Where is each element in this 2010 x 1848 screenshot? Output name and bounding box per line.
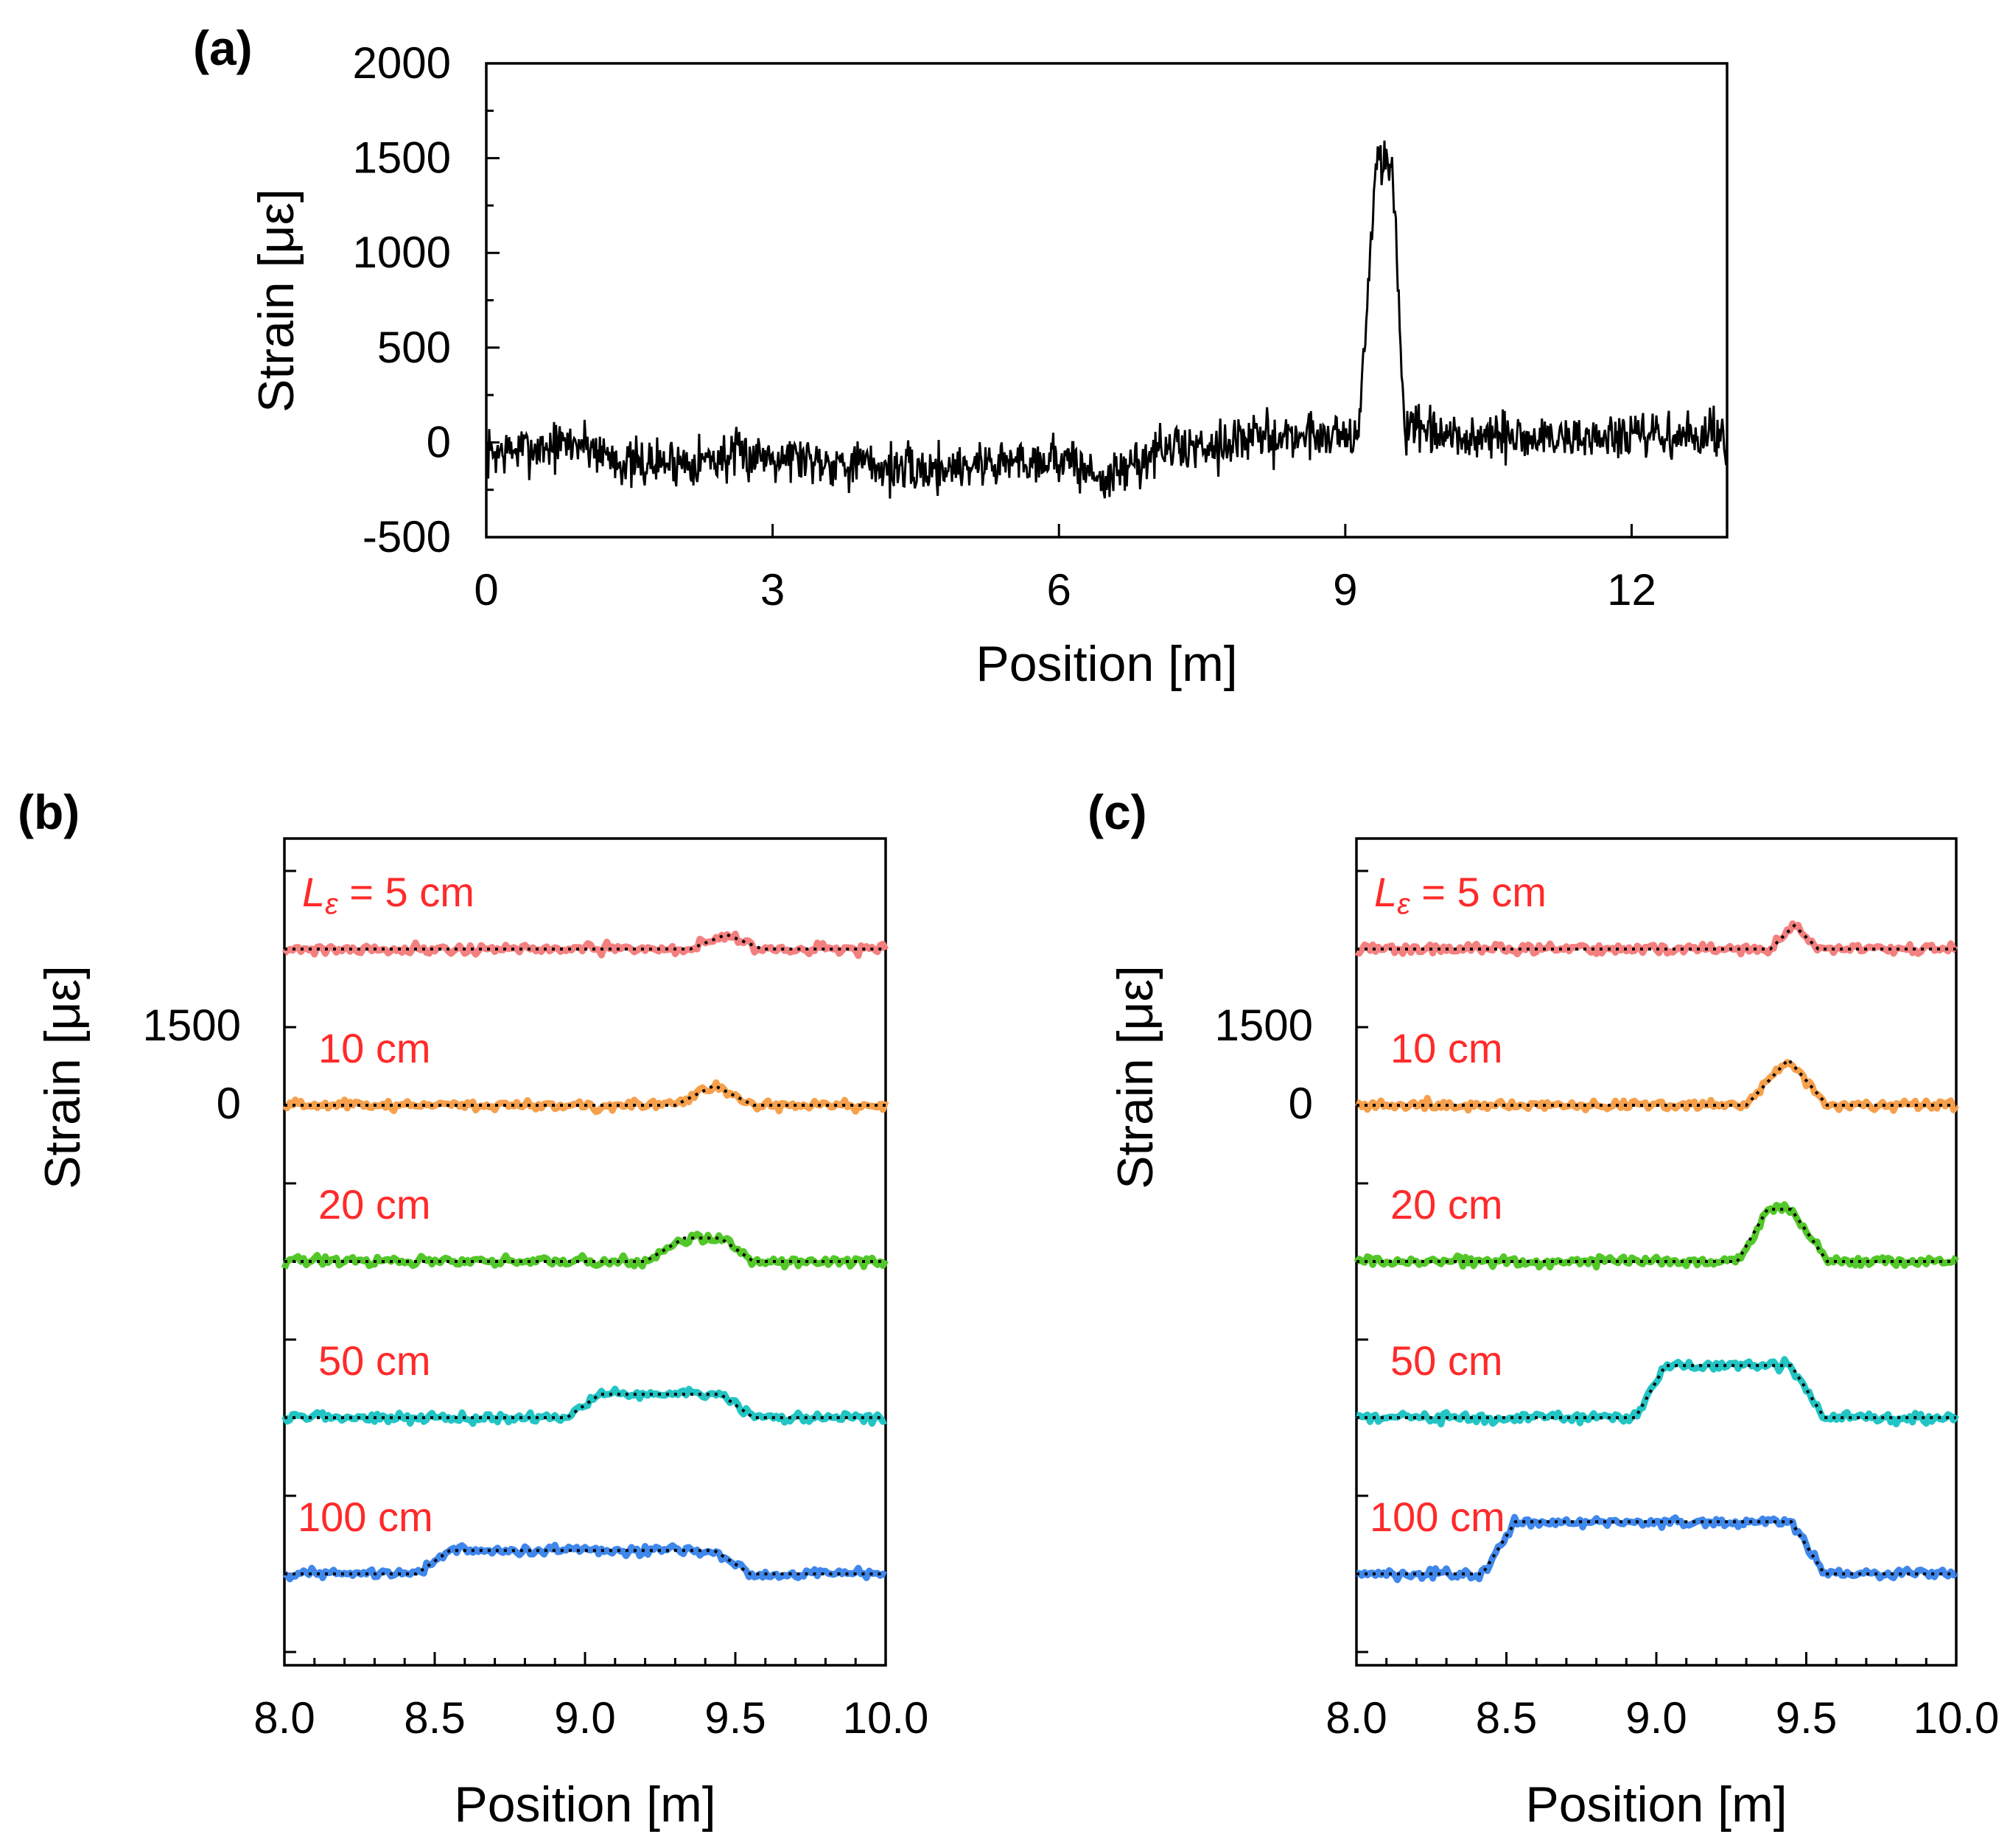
panel-c-series: Lε = 5 cm 10 cm 20 cm 50 cm 100 cm: [1354, 869, 1959, 1583]
series-20cm-model: [1356, 1208, 1956, 1263]
series-label-10cm: 10 cm: [318, 1025, 431, 1071]
x-tick-label: 8.5: [1476, 1693, 1537, 1743]
panel-b-x-ticks: 8.0 8.5 9.0 9.5 10.0: [253, 1652, 928, 1743]
x-tick-label: 8.0: [1326, 1693, 1387, 1743]
panel-a-x-tick-label: 3: [760, 565, 785, 615]
series-5cm-measured: [281, 930, 889, 959]
panel-c: (c) 8.0 8.5 9.0 9.5 10.0 Lε = 5 cm 10 cm 20 cm…: [1088, 785, 1999, 1833]
panel-a-strain-line: [485, 140, 1729, 499]
series-label-50cm: 50 cm: [318, 1337, 431, 1384]
panel-b-label: (b): [18, 785, 80, 839]
x-tick-label: 10.0: [843, 1693, 929, 1743]
panel-a-y-ticks: 2000 1500 1000 500 0 -500: [353, 38, 500, 561]
panel-a-x-ticks: 0 3 6 9 12: [474, 524, 1656, 615]
series-100cm-measured: [1356, 1513, 1959, 1583]
panel-a-y-tick-label: 0: [427, 417, 451, 466]
series-20cm-measured: [281, 1231, 889, 1271]
panel-b-y-tick-label-1500: 1500: [143, 1001, 241, 1050]
series-20cm-measured: [1354, 1201, 1959, 1271]
panel-b-y-axis-title: Strain [με]: [35, 965, 91, 1189]
panel-a-y-tick-label: 1500: [353, 133, 451, 183]
x-tick-label: 9.5: [704, 1693, 766, 1743]
x-tick-label: 9.0: [1625, 1693, 1687, 1743]
series-label-5cm: Lε = 5 cm: [302, 869, 475, 920]
panel-a: (a) 2000 1500 1000 500 0 -500 0 3 6 9 12 Strain […: [193, 21, 1729, 692]
x-tick-label: 9.5: [1776, 1693, 1837, 1743]
series-100cm-measured: [283, 1541, 887, 1583]
series-10cm-measured: [282, 1079, 889, 1116]
panel-a-x-axis-title: Position [m]: [976, 636, 1237, 692]
series-50cm-model: [284, 1393, 886, 1419]
x-tick-label: 10.0: [1913, 1693, 2000, 1743]
series-10cm-model: [1356, 1057, 1956, 1107]
panel-b-series: Lε = 5 cm 10 cm 20 cm 50 cm 100 cm: [281, 869, 889, 1583]
series-label-20cm: 20 cm: [318, 1181, 431, 1228]
series-10cm-model: [284, 1083, 886, 1107]
x-tick-label: 9.0: [554, 1693, 615, 1743]
series-100cm-model: [284, 1549, 886, 1575]
series-label-20cm: 20 cm: [1390, 1181, 1503, 1228]
panel-a-y-tick-label: -500: [363, 512, 451, 561]
series-label-5cm: Lε = 5 cm: [1374, 869, 1547, 920]
panel-a-x-tick-label: 0: [474, 565, 498, 615]
panel-a-y-axis-title: Strain [με]: [248, 189, 304, 413]
panel-a-label: (a): [193, 21, 253, 75]
panel-b: (b) 8.0 8.5 9.0 9.5 10.0 Lε = 5 cm 10 cm 20 cm…: [18, 785, 928, 1833]
x-tick-label: 8.0: [253, 1693, 315, 1743]
panel-b-frame: [283, 837, 887, 1667]
panel-a-x-tick-label: 6: [1047, 565, 1071, 615]
panel-c-y-axis-title: Strain [με]: [1107, 965, 1163, 1189]
panel-b-y-tick-label-0: 0: [217, 1079, 241, 1128]
panel-c-x-ticks: 8.0 8.5 9.0 9.5 10.0: [1326, 1652, 1999, 1743]
series-label-100cm: 100 cm: [298, 1494, 433, 1540]
panel-a-y-tick-label: 500: [377, 323, 451, 372]
panel-c-frame: [1355, 837, 1958, 1667]
series-100cm-model: [1356, 1520, 1956, 1575]
x-tick-label: 8.5: [404, 1693, 465, 1743]
panel-c-label: (c): [1088, 785, 1147, 839]
panel-c-x-axis-title: Position [m]: [1525, 1777, 1787, 1833]
panel-a-series: [485, 140, 1729, 499]
series-label-50cm: 50 cm: [1390, 1337, 1503, 1384]
series-label-100cm: 100 cm: [1370, 1494, 1505, 1540]
panel-b-x-axis-title: Position [m]: [454, 1777, 715, 1833]
series-5cm-model: [1356, 923, 1956, 951]
panel-a-y-tick-label: 2000: [353, 38, 451, 88]
panel-a-x-tick-label: 12: [1607, 565, 1656, 615]
series-20cm-model: [284, 1236, 886, 1263]
panel-c-y-tick-label-0: 0: [1289, 1079, 1313, 1128]
panel-a-y-tick-label: 1000: [353, 228, 451, 277]
series-label-10cm: 10 cm: [1390, 1025, 1503, 1071]
panel-c-y-tick-label-1500: 1500: [1215, 1001, 1313, 1050]
panel-a-x-tick-label: 9: [1333, 565, 1357, 615]
